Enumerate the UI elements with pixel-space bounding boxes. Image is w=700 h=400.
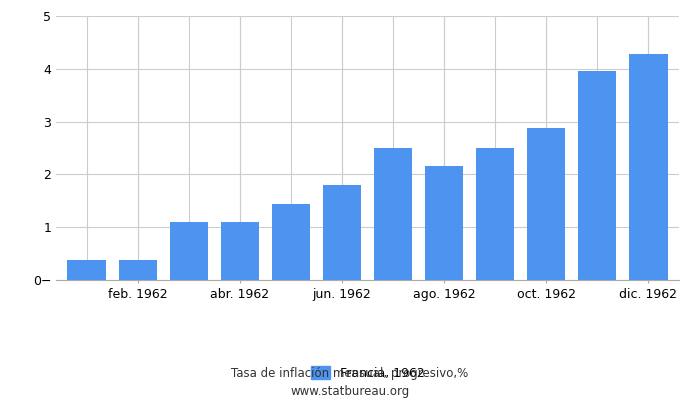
Bar [476, 148, 514, 280]
Bar [527, 128, 566, 280]
Text: Tasa de inflación mensual, progresivo,%: Tasa de inflación mensual, progresivo,% [232, 368, 468, 380]
Bar [272, 204, 310, 280]
Bar [425, 166, 463, 280]
Bar [220, 222, 259, 280]
Bar [169, 222, 208, 280]
Legend: Francia, 1962: Francia, 1962 [306, 361, 429, 385]
Bar [67, 260, 106, 280]
Text: www.statbureau.org: www.statbureau.org [290, 385, 410, 398]
Bar [578, 71, 617, 280]
Bar [629, 54, 668, 280]
Bar [323, 185, 361, 280]
Bar [118, 260, 157, 280]
Bar [374, 148, 412, 280]
